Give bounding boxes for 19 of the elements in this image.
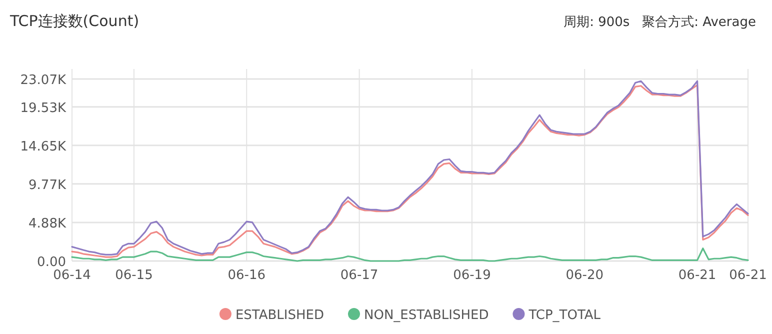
legend-label: NON_ESTABLISHED [364,308,489,323]
x-tick-label: 06-19 [453,268,491,283]
x-tick-label: 06-16 [228,268,266,283]
x-tick-label: 06-20 [566,268,604,283]
y-tick-label: 14.65K [20,139,66,154]
x-tick-label: 06-14 [53,268,91,283]
x-tick-label: 06-15 [115,268,153,283]
y-tick-label: 0.00 [37,255,66,270]
chart-title: TCP连接数(Count) [9,12,140,30]
y-tick-label: 4.88K [28,216,66,232]
y-tick-label: 19.53K [20,100,66,116]
y-tick-label: 9.77K [28,178,66,193]
legend-label: TCP_TOTAL [528,308,602,323]
chart-subtitle: 周期: 900s 聚合方式: Average [564,14,756,30]
x-tick-label: 06-21 [729,268,767,283]
x-tick-label: 06-21 [678,268,716,283]
x-tick-label: 06-17 [340,268,378,283]
legend-label: ESTABLISHED [235,308,324,323]
y-tick-label: 23.07K [20,73,66,88]
